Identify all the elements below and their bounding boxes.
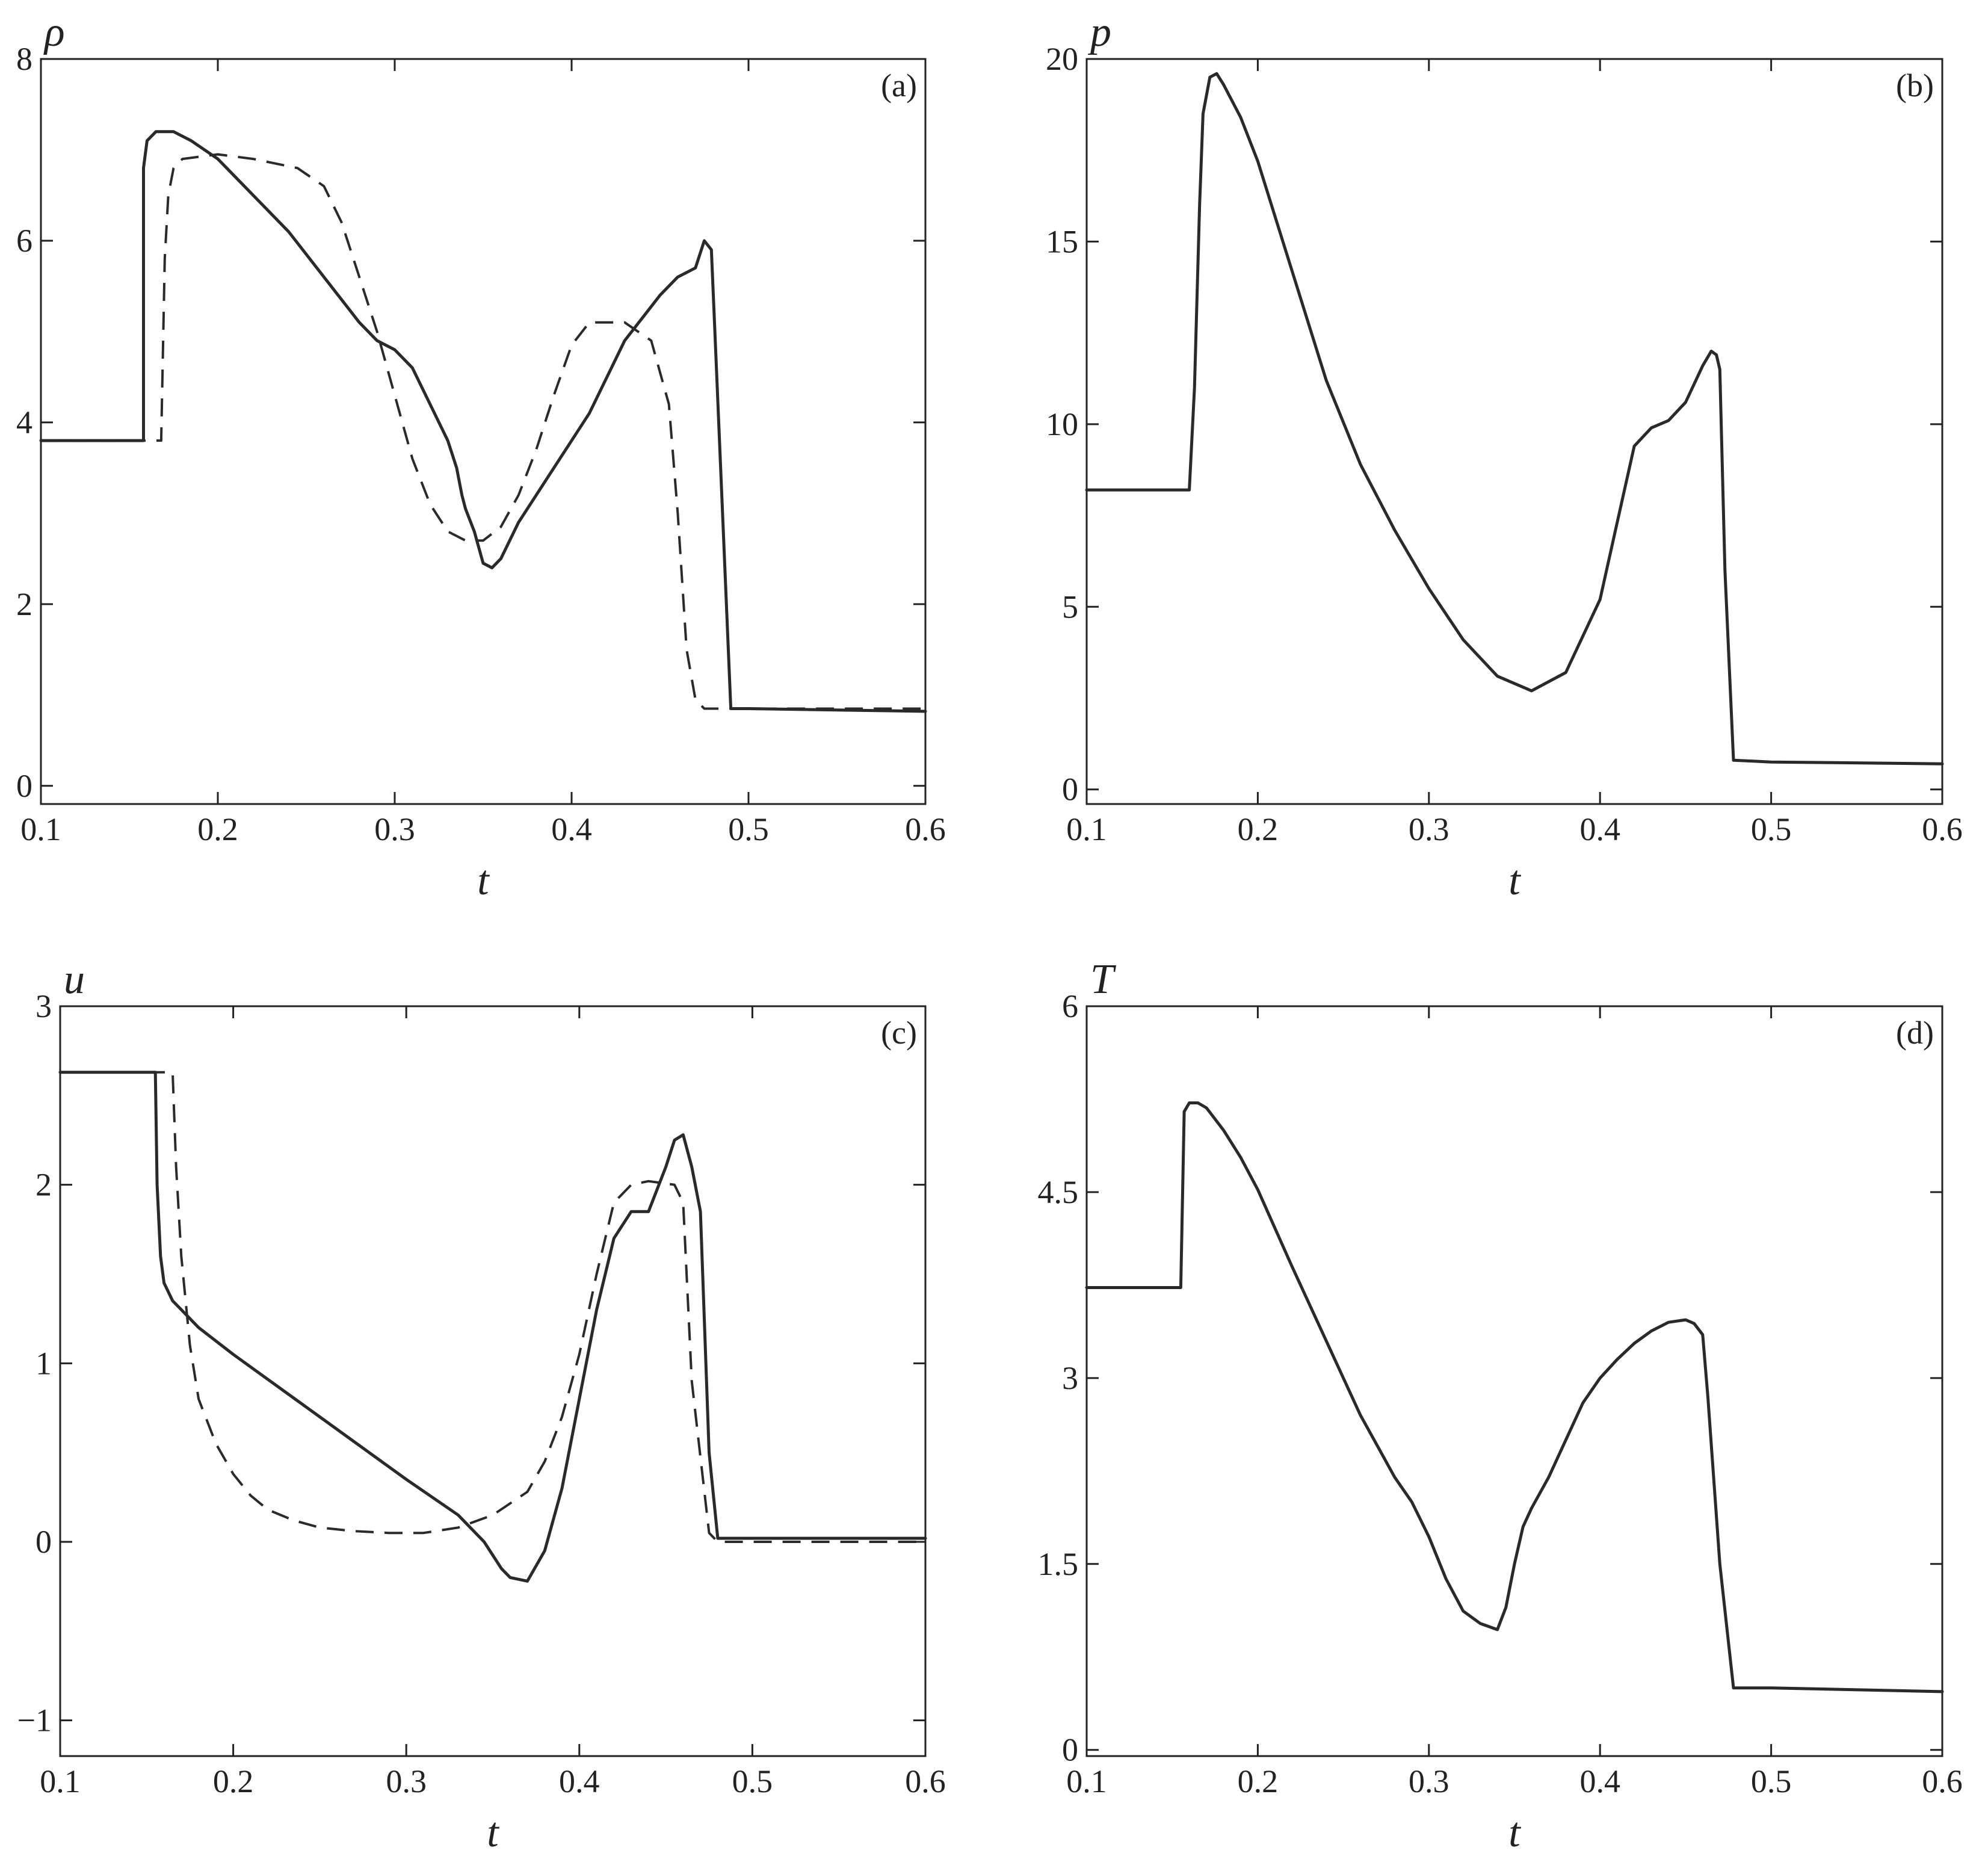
y-tick-label: 0 [1062,1732,1078,1768]
solid-series-line [1085,1101,1944,1693]
x-tick-label: 0.4 [1579,1763,1620,1799]
dashed-series-line [41,153,925,710]
x-tick-label: 0.6 [905,1763,946,1799]
solid-series-line [1085,72,1944,766]
plot-frame [1085,58,1943,805]
x-tick-label: 0.3 [386,1763,427,1799]
x-tick-label: 0.3 [1409,1763,1449,1799]
x-axis-label: t [487,1810,499,1856]
y-tick-label: 0 [36,1524,52,1560]
y-tick-label: 2 [16,586,32,622]
panel-label: (d) [1896,1015,1934,1051]
y-tick-label: 8 [16,41,32,77]
x-tick-label: 0.4 [1579,811,1620,847]
y-axis-label: p [1087,9,1111,55]
x-tick-label: 0.5 [732,1763,773,1799]
x-tick-label: 0.6 [905,811,946,847]
panel-label: (c) [881,1015,917,1051]
x-axis-label: t [1508,1810,1521,1856]
x-tick-label: 0.2 [213,1763,254,1799]
x-tick-label: 0.5 [1751,811,1792,847]
y-tick-label: 3 [36,988,52,1024]
x-tick-label: 0.3 [374,811,415,847]
plot-frame [1085,1005,1943,1757]
x-tick-label: 0.4 [551,811,592,847]
x-tick-label: 0.1 [40,1763,81,1799]
y-tick-label: −1 [17,1703,52,1739]
y-tick-label: 3 [1062,1360,1078,1396]
solid-series-line [39,130,927,713]
y-axis-label: T [1090,956,1117,1003]
x-axis-label: t [477,858,490,904]
y-tick-label: 20 [1046,41,1078,77]
x-tick-label: 0.6 [1922,811,1963,847]
panel-a: 0.1 0.2 0.3 0.4 0.5 0.6 0 2 4 6 8 t ρ (a) [16,9,946,904]
x-tick-label: 0.4 [559,1763,600,1799]
x-tick-label: 0.5 [728,811,769,847]
y-tick-label: 1 [36,1345,52,1381]
panel-d: 0.1 0.2 0.3 0.4 0.5 0.6 0 1.5 3 4.5 6 t T (d) [1038,956,1963,1856]
y-tick-label: 15 [1046,223,1078,259]
y-tick-label: 5 [1062,589,1078,625]
y-tick-label: 4.5 [1038,1174,1079,1210]
panel-c: 0.1 0.2 0.3 0.4 0.5 0.6 −1 0 1 2 3 t u (c) [17,956,946,1856]
x-tick-label: 0.5 [1751,1763,1792,1799]
x-tick-label: 0.2 [1238,1763,1279,1799]
x-tick-label: 0.6 [1922,1763,1963,1799]
y-tick-label: 2 [36,1167,52,1203]
plot-frame [40,58,927,805]
plot-frame [59,1005,927,1757]
x-tick-label: 0.2 [1238,811,1279,847]
y-tick-label: 1.5 [1038,1546,1079,1582]
panel-label: (b) [1896,67,1934,104]
x-tick-label: 0.1 [1066,1763,1107,1799]
y-tick-label: 0 [16,768,32,804]
y-tick-label: 4 [16,404,32,441]
solid-series-line [58,1071,927,1583]
y-axis-label: ρ [43,9,65,55]
y-axis-label: u [64,956,85,1003]
x-axis-label: t [1508,858,1521,904]
panel-label: (a) [881,67,917,104]
y-tick-label: 6 [1062,988,1078,1024]
y-tick-label: 10 [1046,406,1078,442]
y-tick-label: 0 [1062,772,1078,808]
x-tick-label: 0.3 [1409,811,1449,847]
x-tick-label: 0.2 [197,811,238,847]
dashed-series-line [60,1071,925,1543]
x-tick-label: 0.1 [1066,811,1107,847]
y-tick-label: 6 [16,223,32,259]
panel-b: 0.1 0.2 0.3 0.4 0.5 0.6 0 5 10 15 20 t p (b) [1046,9,1963,904]
x-tick-label: 0.1 [20,811,61,847]
